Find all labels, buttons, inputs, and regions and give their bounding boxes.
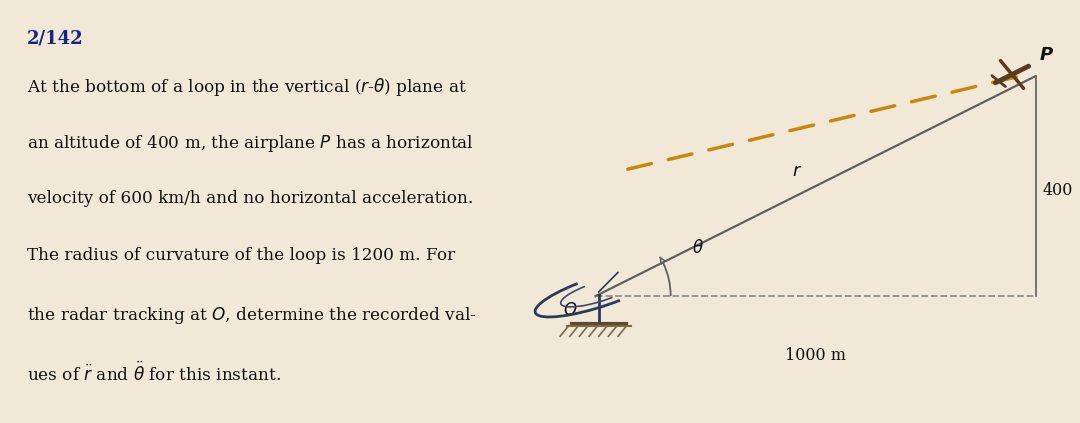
Text: 1000 m: 1000 m: [785, 347, 846, 364]
Text: At the bottom of a loop in the vertical ($r$-$\theta$) plane at: At the bottom of a loop in the vertical …: [27, 76, 467, 98]
Text: 400: 400: [1043, 182, 1074, 199]
Text: $O$: $O$: [563, 302, 578, 319]
Text: velocity of 600 km/h and no horizontal acceleration.: velocity of 600 km/h and no horizontal a…: [27, 190, 473, 207]
Text: $r$: $r$: [793, 162, 802, 180]
Text: an altitude of 400 m, the airplane $P$ has a horizontal: an altitude of 400 m, the airplane $P$ h…: [27, 133, 474, 154]
Text: 2/142: 2/142: [27, 30, 83, 48]
Text: ues of $\ddot{r}$ and $\ddot{\theta}$ for this instant.: ues of $\ddot{r}$ and $\ddot{\theta}$ fo…: [27, 362, 281, 385]
Text: The radius of curvature of the loop is 1200 m. For: The radius of curvature of the loop is 1…: [27, 247, 455, 264]
Text: $\theta$: $\theta$: [692, 239, 704, 257]
Text: $\bfit{P}$: $\bfit{P}$: [1039, 46, 1054, 64]
Text: the radar tracking at $O$, determine the recorded val-: the radar tracking at $O$, determine the…: [27, 305, 476, 326]
